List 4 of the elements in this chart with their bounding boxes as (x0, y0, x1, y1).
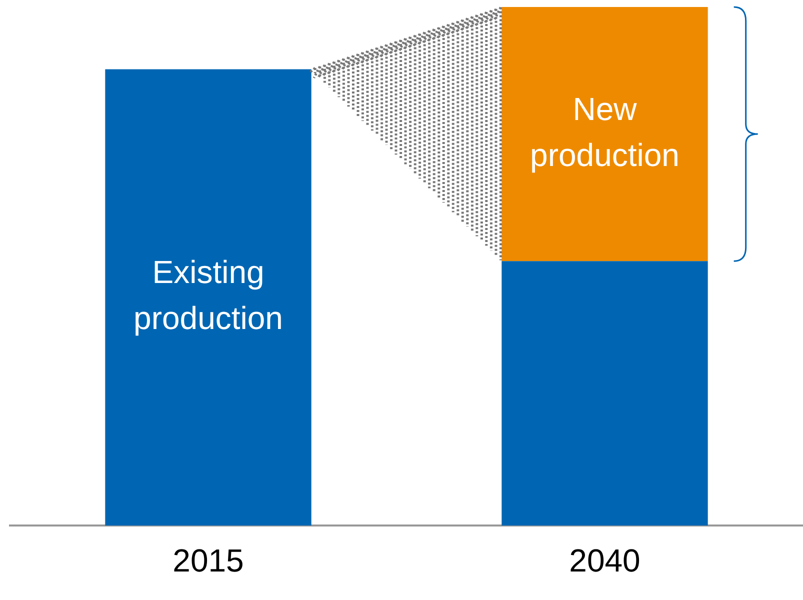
x-tick-label: 2015 (172, 542, 244, 579)
x-tick-label: 2040 (569, 542, 640, 579)
series-label: Existing production (134, 254, 283, 336)
series-label: New production (530, 90, 680, 173)
